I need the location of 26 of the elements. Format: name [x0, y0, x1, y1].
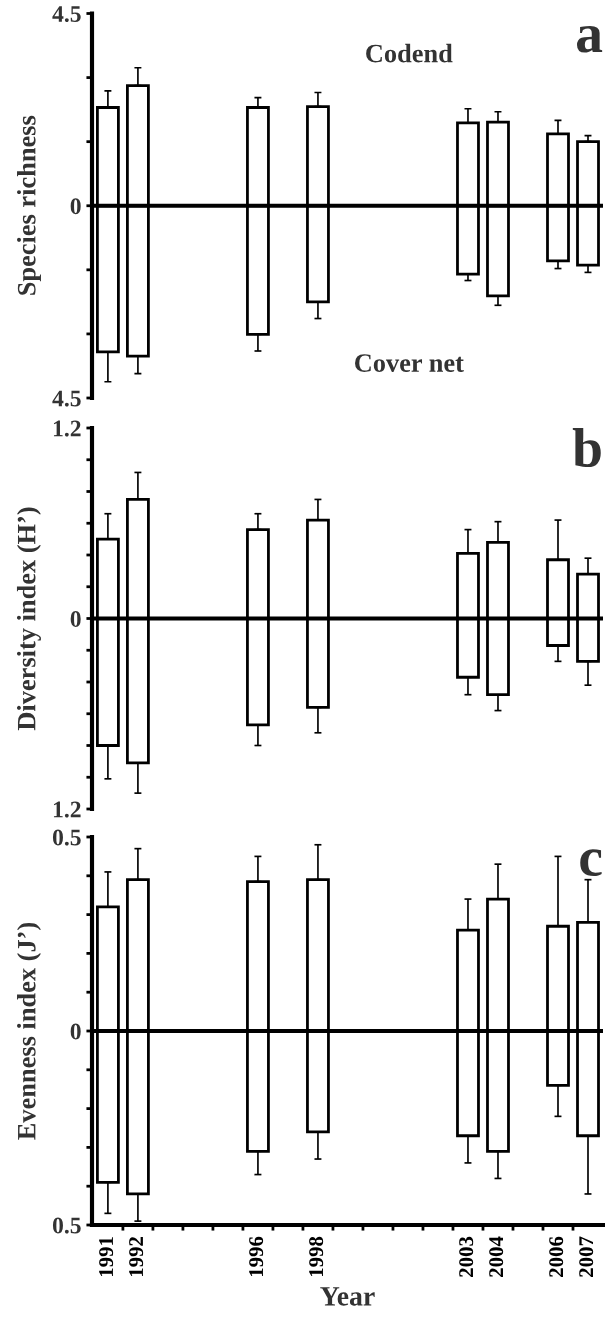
- x-tick-label: 2007: [579, 1236, 594, 1277]
- chart-title: a: [577, 25, 603, 53]
- y-tick-label: 0: [70, 610, 81, 627]
- y-tick-label: 0.5: [52, 829, 81, 846]
- x-tick-label: 1992: [129, 1237, 144, 1277]
- y-tick-label: 0.5: [52, 1217, 81, 1234]
- y-tick-label: 0: [70, 1023, 81, 1040]
- x-tick-label: 1991: [99, 1237, 114, 1277]
- chart-title: c: [580, 849, 602, 877]
- x-tick-label: 2006: [549, 1236, 564, 1277]
- x-tick-label: 1996: [249, 1236, 264, 1277]
- chart-title: b: [572, 428, 601, 468]
- y-axis-title: Species richness: [17, 115, 41, 295]
- x-tick-label: 1998: [309, 1236, 324, 1277]
- y-tick-label: 1.2: [53, 420, 81, 437]
- text: Cover net: [355, 354, 464, 372]
- x-axis-title: Year: [320, 1287, 375, 1306]
- y-tick-label: 4.5: [52, 6, 81, 23]
- x-tick-label: 2003: [459, 1236, 474, 1277]
- text: Codend: [366, 43, 453, 63]
- y-axis-title: Diversity index (H’): [16, 507, 41, 731]
- y-tick-label: 4.5: [52, 390, 81, 407]
- y-tick-label: 1.2: [53, 801, 81, 818]
- y-axis-title: Evenness index (J’): [17, 922, 41, 1140]
- x-tick-label: 2004: [489, 1236, 504, 1277]
- y-tick-label: 0: [70, 198, 81, 215]
